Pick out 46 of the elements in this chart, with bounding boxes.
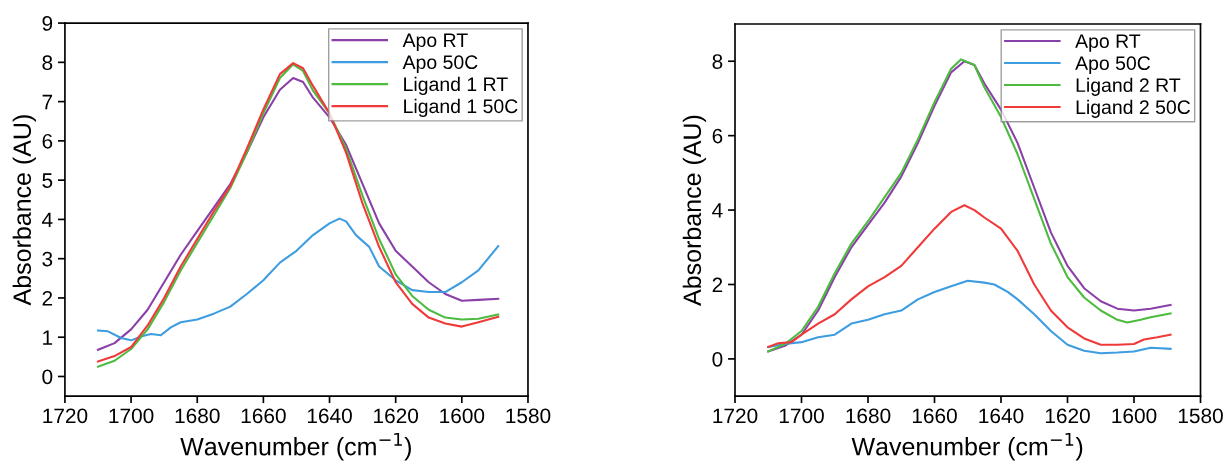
y-tick-label: 2 [712,277,723,293]
x-tick-label: 1660 [241,408,286,424]
legend-label: Ligand 2 RT [1076,77,1181,96]
x-tick-label: 1640 [307,408,352,424]
y-tick-label: 8 [712,54,723,69]
x-tick-label: 1640 [979,408,1024,424]
y-tick-label: 6 [42,133,53,149]
x-tick-label: 1580 [1178,408,1223,424]
x-axis-title: Wavenumber (cm$^{−1}$) [851,432,1083,461]
y-tick-label: 0 [42,369,53,385]
line-series [767,204,1172,349]
y-axis-title: Absorbance (AU) [682,115,707,306]
legend-label: Ligand 2 50C [1076,99,1191,118]
legend-label: Apo RT [1075,34,1141,52]
y-axis-title: Absorbance (AU) [12,115,36,306]
x-tick-label: 1720 [43,408,88,424]
y-tick-label: 9 [42,16,53,31]
y-tick-label: 6 [712,128,723,144]
y-tick-label: 5 [42,173,53,188]
x-tick-label: 1700 [109,408,154,424]
y-tick-label: 1 [43,330,53,345]
x-tick-label: 1600 [440,408,485,424]
legend-label: Ligand 1 50C [404,98,518,117]
y-tick-label: 0 [712,351,723,367]
x-axis-title: Wavenumber (cm$^{−1}$) [180,432,411,461]
y-tick-label: 2 [42,290,53,306]
x-tick-label: 1680 [846,408,891,424]
y-tick-label: 4 [712,203,723,218]
y-tick-label: 3 [42,251,53,267]
y-tick-label: 4 [42,212,53,227]
x-tick-label: 1700 [779,408,824,424]
x-tick-label: 1600 [1112,408,1157,424]
legend-label: Apo RT [402,33,468,51]
x-tick-label: 1620 [1045,408,1090,424]
x-tick-label: 1620 [374,408,419,424]
legend-label: Apo 50C [1075,56,1151,74]
line-series [96,217,500,342]
x-tick-label: 1580 [506,408,551,424]
x-tick-label: 1660 [912,408,957,424]
x-tick-label: 1720 [713,408,758,424]
line-series [767,279,1172,355]
y-tick-label: 7 [42,94,53,110]
x-tick-label: 1680 [175,408,220,424]
legend-label: Ligand 1 RT [404,76,508,95]
legend-label: Apo 50C [402,55,478,73]
y-tick-label: 8 [42,55,53,71]
